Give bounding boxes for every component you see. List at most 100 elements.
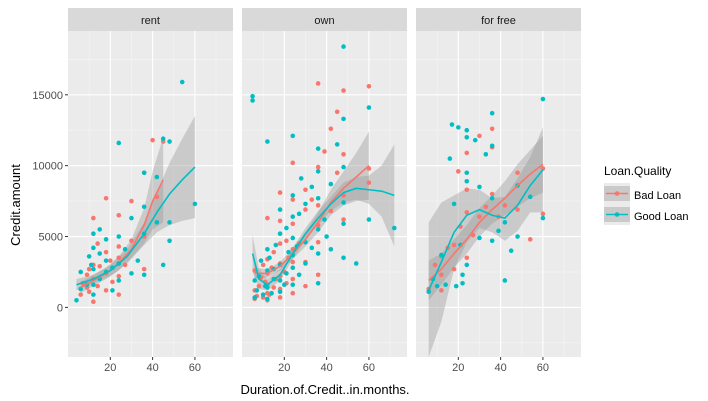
- data-point-good-loan: [477, 235, 482, 241]
- data-point-bad-loan: [91, 215, 96, 221]
- data-point-bad-loan: [477, 214, 482, 219]
- data-point-good-loan: [489, 195, 495, 201]
- data-point-bad-loan: [277, 218, 283, 224]
- data-point-good-loan: [527, 194, 533, 200]
- data-point-good-loan: [322, 217, 327, 222]
- data-point-good-loan: [116, 140, 122, 146]
- data-point-good-loan: [116, 234, 122, 239]
- data-point-good-loan: [540, 96, 546, 102]
- smooth-line-good-loan: [251, 187, 395, 286]
- facet-label: for free: [481, 15, 516, 27]
- data-point-bad-loan: [527, 237, 533, 242]
- data-point-good-loan: [154, 220, 160, 225]
- data-point-bad-loan: [265, 215, 270, 221]
- data-point-good-loan: [328, 181, 334, 187]
- data-point-good-loan: [129, 271, 134, 276]
- data-point-bad-loan: [277, 241, 283, 246]
- legend: [604, 183, 630, 225]
- data-point-good-loan: [434, 283, 440, 289]
- data-point-bad-loan: [366, 83, 372, 89]
- data-point-good-loan: [103, 258, 109, 263]
- data-point-good-loan: [477, 184, 482, 190]
- data-point-good-loan: [290, 282, 296, 288]
- data-point-bad-loan: [477, 133, 482, 139]
- data-point-bad-loan: [290, 276, 296, 282]
- data-point-good-loan: [290, 265, 296, 271]
- data-point-good-loan: [341, 255, 346, 261]
- x-tick-label: 40: [320, 362, 332, 374]
- data-point-good-loan: [116, 278, 122, 283]
- data-point-bad-loan: [110, 279, 115, 285]
- data-point-good-loan: [78, 269, 83, 275]
- facet-panel-for-free: for free 20 40 60: [416, 8, 581, 374]
- data-point-good-loan: [286, 249, 291, 255]
- data-point-bad-loan: [86, 289, 92, 295]
- data-point-good-loan: [179, 79, 185, 85]
- data-point-good-loan: [290, 214, 296, 219]
- smooth-line-good-loan: [427, 169, 544, 291]
- confidence-band-good-loan: [428, 127, 543, 358]
- data-point-good-loan: [341, 200, 346, 205]
- data-point-bad-loan: [439, 288, 444, 293]
- x-tick-label: 20: [104, 362, 116, 374]
- data-point-bad-loan: [470, 232, 476, 238]
- data-point-good-loan: [265, 268, 270, 273]
- data-point-bad-loan: [129, 238, 134, 244]
- data-point-bad-loan: [95, 241, 100, 246]
- data-point-bad-loan: [95, 283, 100, 289]
- data-point-good-loan: [282, 282, 287, 288]
- smooth-line-good-loan: [76, 166, 196, 286]
- data-point-good-loan: [426, 289, 431, 295]
- data-point-good-loan: [267, 255, 272, 261]
- data-point-bad-loan: [341, 152, 346, 157]
- data-point-bad-loan: [277, 295, 283, 300]
- data-point-bad-loan: [483, 204, 489, 210]
- data-point-good-loan: [460, 280, 465, 286]
- data-point-good-loan: [269, 290, 274, 296]
- data-point-bad-loan: [515, 207, 520, 212]
- x-axis-title: Duration.of.Credit..in.months.: [240, 382, 409, 397]
- data-point-good-loan: [252, 278, 257, 283]
- data-point-bad-loan: [315, 81, 321, 86]
- data-point-good-loan: [341, 164, 346, 170]
- data-point-good-loan: [315, 146, 321, 151]
- data-point-good-loan: [464, 170, 470, 176]
- data-point-bad-loan: [328, 208, 334, 214]
- data-point-bad-loan: [122, 262, 128, 268]
- data-point-good-loan: [453, 283, 459, 289]
- data-point-good-loan: [290, 235, 296, 241]
- data-point-bad-loan: [284, 238, 289, 244]
- data-point-bad-loan: [439, 272, 444, 278]
- data-point-good-loan: [489, 143, 495, 149]
- data-point-bad-loan: [315, 239, 321, 245]
- data-point-bad-loan: [277, 190, 283, 195]
- data-point-bad-loan: [290, 160, 296, 166]
- y-axis-title: Credit.amount: [8, 164, 23, 246]
- data-point-bad-loan: [116, 244, 122, 249]
- data-point-good-loan: [324, 234, 329, 239]
- data-point-bad-loan: [464, 210, 470, 215]
- data-point-bad-loan: [91, 299, 96, 305]
- data-point-good-loan: [515, 234, 520, 239]
- legend-key-point-bad-loan: [614, 191, 620, 196]
- facet-label: rent: [141, 15, 160, 27]
- y-tick-label: 5000: [39, 232, 63, 244]
- x-tick-label: 40: [146, 362, 158, 374]
- data-point-good-loan: [483, 152, 489, 157]
- data-point-bad-loan: [303, 283, 308, 289]
- data-point-bad-loan: [116, 212, 122, 218]
- data-point-bad-loan: [129, 198, 134, 204]
- data-point-bad-loan: [84, 272, 90, 278]
- data-point-good-loan: [366, 217, 372, 222]
- data-point-good-loan: [265, 285, 270, 290]
- data-point-good-loan: [456, 125, 461, 130]
- panel-background: [242, 31, 407, 357]
- data-point-bad-loan: [271, 285, 277, 290]
- data-point-bad-loan: [334, 109, 340, 115]
- data-point-bad-loan: [116, 292, 122, 297]
- data-point-bad-loan: [260, 262, 266, 268]
- data-point-good-loan: [265, 246, 270, 252]
- data-point-bad-loan: [116, 273, 122, 279]
- data-point-good-loan: [129, 215, 134, 221]
- data-point-bad-loan: [108, 258, 113, 263]
